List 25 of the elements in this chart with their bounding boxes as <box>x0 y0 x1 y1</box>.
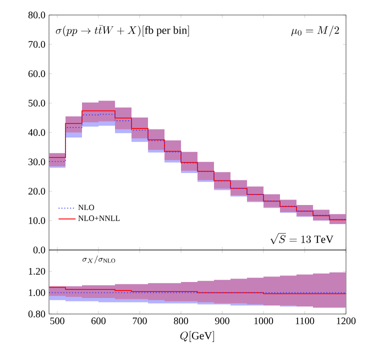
text: $\sigma(pp\to t\bar{t}W+X)[\mathrm{fb\ per\ bin}]$ <box>56 25 189 36</box>
x-tick-label: 900 <box>215 318 230 324</box>
y-tick-label: 40.0 <box>28 129 46 136</box>
y-tick-label: 60.0 <box>28 70 46 78</box>
x-tick-label: 1200 <box>336 318 356 324</box>
y-tick-label: 70.0 <box>28 40 46 48</box>
y-tick-label: 20.0 <box>28 188 46 195</box>
y-tick-label: 1.20 <box>28 268 46 275</box>
x-tick-label: 1100 <box>296 318 314 324</box>
x-tick-label: 1000 <box>254 318 274 324</box>
x-tick-label: 600 <box>91 318 106 324</box>
x-tick-label: 700 <box>132 318 147 324</box>
x-axis-title: $Q[\mathrm{GeV}]$ <box>180 331 214 342</box>
annotation: $\sqrt{S}=13\ \mathrm{TeV}$ <box>270 233 334 244</box>
y-tick-label: 80.0 <box>28 12 46 18</box>
y-tick-label: 0.80 <box>28 310 46 318</box>
x-tick-label: 500 <box>50 318 64 324</box>
y-tick-label: 0.0 <box>33 246 46 254</box>
y-tick-label: 1.00 <box>28 289 46 296</box>
y-tick-label: 50.0 <box>28 100 46 107</box>
y-tick-label: 30.0 <box>28 158 46 166</box>
annotation: $\sigma_X/\sigma_{\mathrm{NLO}}$ <box>82 255 116 264</box>
y-tick-label: 10.0 <box>28 217 46 224</box>
x-tick-label: 800 <box>174 318 188 324</box>
annotation: $\mu_0=M/2$ <box>291 26 339 36</box>
